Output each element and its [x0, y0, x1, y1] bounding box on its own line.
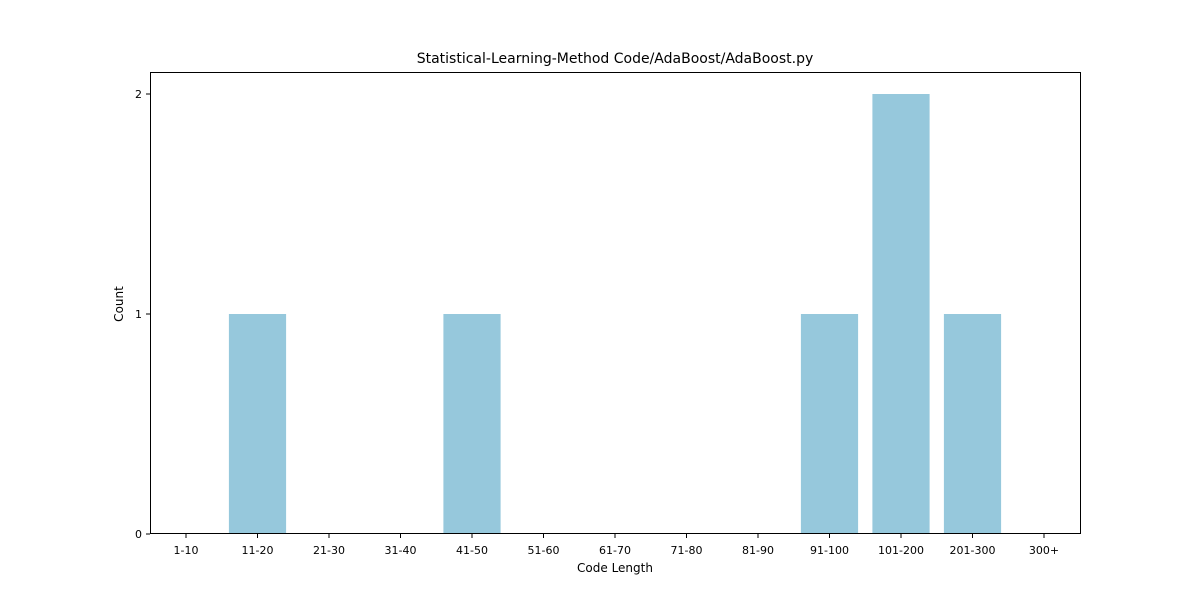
x-tick-label: 21-30	[313, 544, 345, 557]
bar-41-50	[443, 314, 501, 534]
chart-title: Statistical-Learning-Method Code/AdaBoos…	[417, 51, 814, 67]
y-axis-label: Count	[112, 286, 126, 322]
x-tick-label: 71-80	[671, 544, 703, 557]
x-tick-label: 11-20	[242, 544, 274, 557]
x-tick-label: 31-40	[385, 544, 417, 557]
x-axis-label: Code Length	[577, 561, 653, 575]
bar-201-300	[943, 314, 1002, 534]
bars	[228, 94, 1002, 534]
bar-11-20	[228, 314, 287, 534]
x-tick-label: 51-60	[528, 544, 560, 557]
x-tick-label: 201-300	[950, 544, 996, 557]
y-tick-label: 0	[135, 528, 142, 541]
bar-91-100	[800, 314, 859, 534]
y-tick-label: 2	[135, 88, 142, 101]
plot-frame	[150, 72, 1081, 534]
bar-101-200	[872, 94, 930, 534]
y-axis-ticks: 0 1 2	[135, 88, 150, 541]
x-tick-label: 41-50	[456, 544, 488, 557]
x-tick-label: 101-200	[878, 544, 924, 557]
y-tick-label: 1	[135, 308, 142, 321]
x-tick-label: 300+	[1029, 544, 1059, 557]
x-tick-label: 1-10	[174, 544, 199, 557]
x-axis-ticks: 1-10 11-20 21-30 31-40 41-50 51-60 61-70 71-80 8…	[174, 534, 1059, 557]
x-tick-label: 61-70	[599, 544, 631, 557]
x-tick-label: 81-90	[742, 544, 774, 557]
x-tick-label: 91-100	[810, 544, 849, 557]
